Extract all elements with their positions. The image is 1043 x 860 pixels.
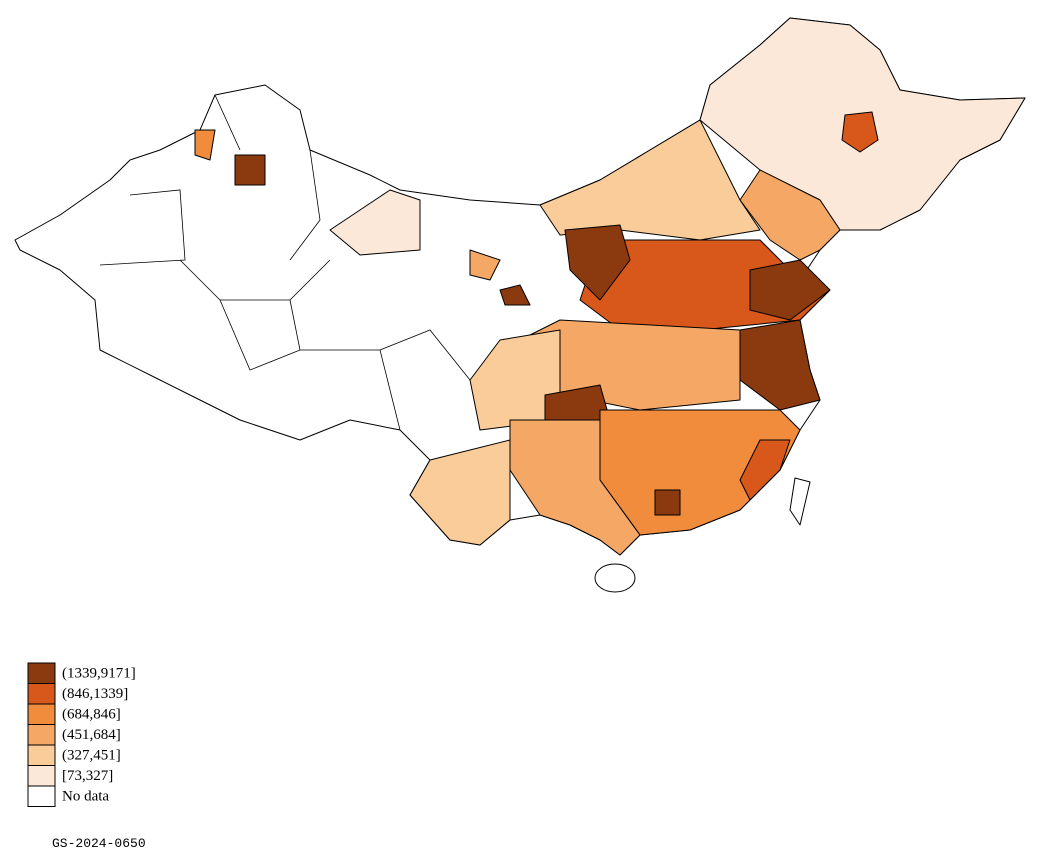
region	[469, 249, 501, 281]
legend-swatch	[27, 765, 56, 787]
legend-label: No data	[62, 789, 109, 805]
region	[739, 439, 791, 501]
map-code: GS-2024-0650	[52, 836, 146, 851]
legend-swatch	[27, 683, 56, 705]
border	[99, 94, 471, 431]
region	[499, 284, 531, 306]
region	[841, 111, 879, 153]
region	[749, 259, 831, 321]
legend-label: (327,451]	[62, 748, 121, 764]
legend-swatch	[27, 703, 56, 725]
internal-borders	[99, 94, 471, 431]
legend: (1339,9171] (846,1339] (684,846] (451,684] (…	[27, 662, 136, 807]
region	[329, 189, 421, 256]
region	[594, 563, 636, 593]
legend-swatch	[27, 662, 56, 684]
legend-label: (846,1339]	[62, 686, 128, 702]
legend-label: (1339,9171]	[62, 666, 136, 682]
region	[739, 319, 821, 411]
legend-swatch	[27, 744, 56, 766]
legend-label: [73,327]	[62, 768, 113, 784]
legend-label: (451,684]	[62, 727, 121, 743]
map-regions	[14, 17, 1026, 593]
legend-label: (684,846]	[62, 707, 121, 723]
region	[789, 477, 811, 526]
region	[654, 489, 681, 516]
region	[194, 129, 216, 161]
region	[234, 154, 266, 186]
legend-swatch	[27, 785, 56, 807]
region	[509, 419, 641, 556]
region	[409, 439, 511, 546]
region	[564, 224, 631, 301]
legend-swatch	[27, 724, 56, 746]
